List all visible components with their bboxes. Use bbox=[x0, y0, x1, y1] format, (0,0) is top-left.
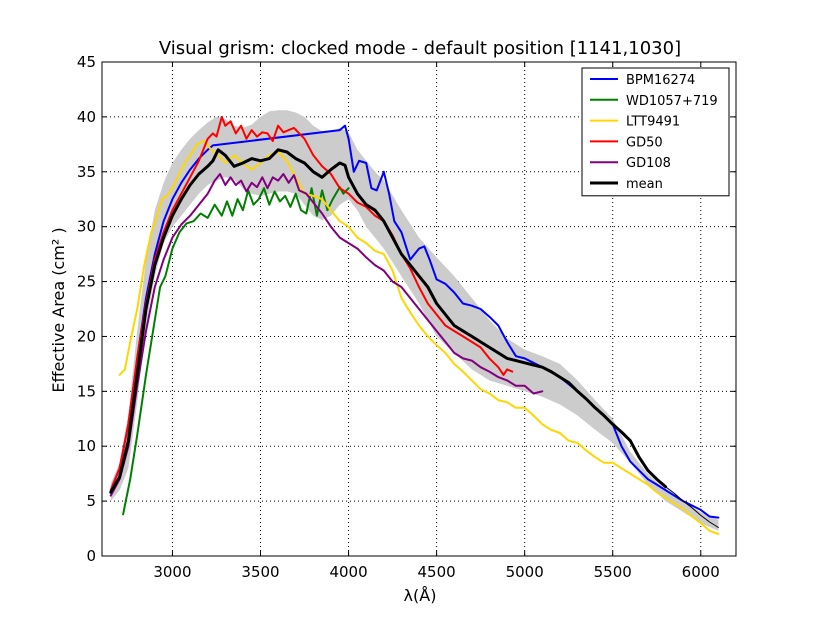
legend-label: mean bbox=[626, 177, 663, 192]
y-tick-label: 25 bbox=[77, 273, 96, 291]
legend: BPM16274 WD1057+719 LTT9491 GD50 GD108 mean bbox=[581, 67, 730, 197]
series-line-gd108 bbox=[109, 173, 544, 497]
series-lines bbox=[109, 115, 720, 535]
y-axis-label: Effective Area (cm² ) bbox=[49, 227, 68, 392]
chart-title: Visual grism: clocked mode - default pos… bbox=[159, 38, 681, 59]
plot-frame bbox=[101, 61, 737, 557]
legend-label: GD108 bbox=[626, 156, 671, 171]
series-line-mean-tail bbox=[665, 486, 719, 528]
axis-ticks: 3000 3500 4000 4500 5000 5500 6000 0 5 10 15 20 25 30… bbox=[77, 53, 736, 581]
x-tick-label: 6000 bbox=[682, 563, 720, 581]
y-tick-label: 5 bbox=[86, 492, 96, 510]
y-tick-label: 15 bbox=[77, 382, 96, 400]
x-axis-label: λ(Å) bbox=[404, 586, 437, 605]
x-tick-label: 5500 bbox=[594, 563, 632, 581]
legend-label: LTT9491 bbox=[626, 115, 680, 130]
y-tick-label: 35 bbox=[77, 163, 96, 181]
x-tick-label: 4500 bbox=[418, 563, 456, 581]
x-tick-label: 3500 bbox=[241, 563, 279, 581]
series-line-bpm16274 bbox=[109, 124, 720, 519]
y-tick-label: 10 bbox=[77, 437, 96, 455]
series-line-mean bbox=[109, 148, 668, 494]
y-tick-label: 0 bbox=[86, 547, 96, 565]
legend-label: WD1057+719 bbox=[626, 94, 718, 109]
y-tick-label: 45 bbox=[77, 53, 96, 71]
x-tick-label: 3000 bbox=[153, 563, 191, 581]
legend-label: GD50 bbox=[626, 135, 663, 150]
legend-box bbox=[581, 67, 730, 197]
y-tick-label: 30 bbox=[77, 218, 96, 236]
x-tick-label: 5000 bbox=[506, 563, 544, 581]
plot-border bbox=[101, 61, 737, 557]
series-line-gd50 bbox=[109, 115, 514, 492]
legend-label: BPM16274 bbox=[626, 73, 695, 88]
x-tick-label: 4000 bbox=[329, 563, 367, 581]
y-tick-label: 20 bbox=[77, 327, 96, 345]
y-tick-label: 40 bbox=[77, 108, 96, 126]
spread-band bbox=[110, 110, 719, 531]
spread-band-area bbox=[110, 110, 719, 531]
